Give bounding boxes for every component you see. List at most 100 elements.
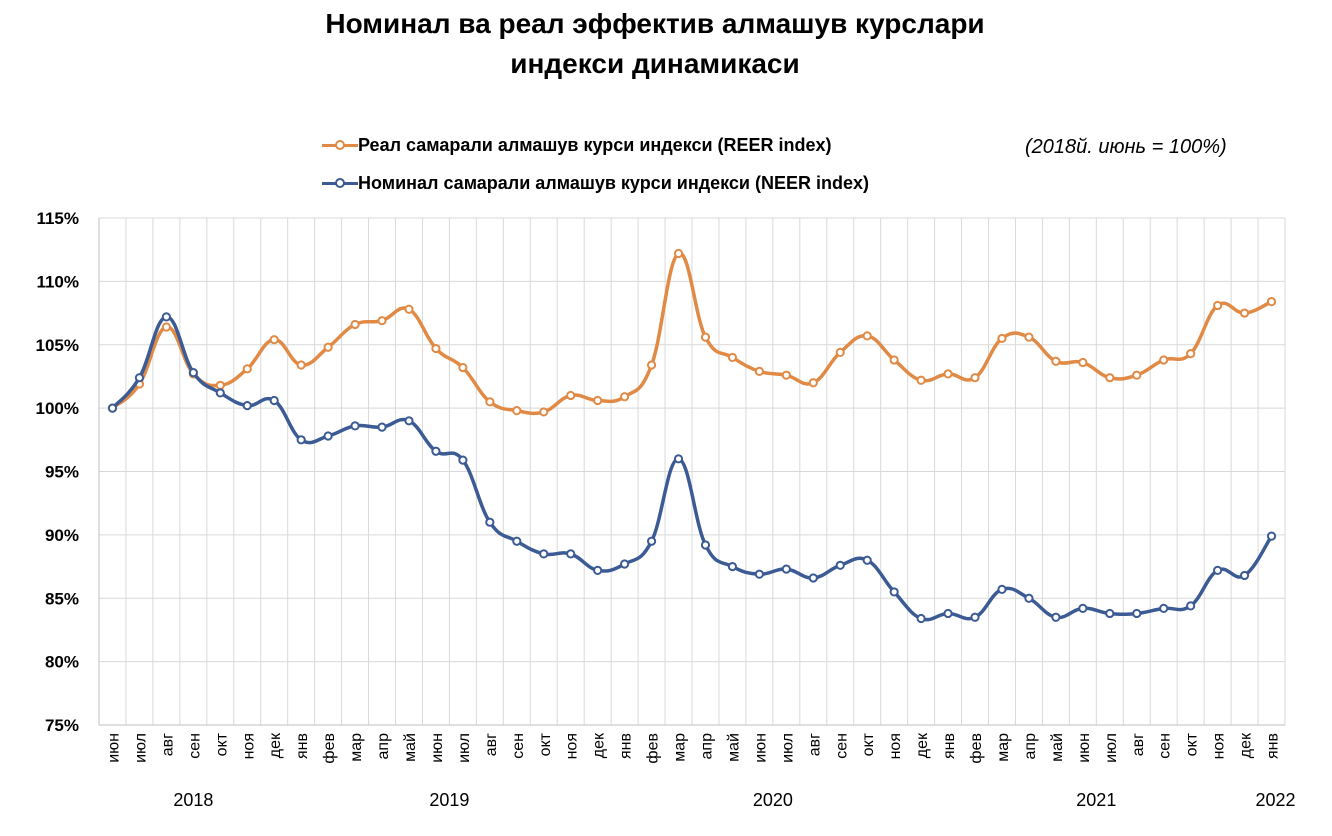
legend-label-reer: Реал самарали алмашув курси индекси (REE…	[358, 134, 832, 155]
data-point-reer	[242, 364, 252, 374]
data-point-reer	[458, 362, 468, 373]
y-tick-label: 115%	[36, 209, 79, 228]
x-tick-label: апр	[698, 733, 715, 760]
x-tick-label: июн	[1076, 733, 1093, 763]
data-point-reer	[377, 316, 387, 326]
data-point-reer	[673, 248, 684, 259]
data-point-reer	[1132, 370, 1142, 380]
data-point-reer	[566, 390, 576, 401]
x-tick-label: фев	[645, 733, 662, 764]
data-point-neer	[350, 421, 360, 431]
y-tick-label: 85%	[45, 589, 79, 608]
x-year-label: 2020	[753, 790, 793, 810]
data-point-reer	[835, 347, 845, 357]
x-axis: июн июл авг сен окт ноя дек янв фев мар апр май июн и…	[105, 732, 1295, 810]
x-tick-label: авг	[483, 733, 500, 756]
data-point-neer	[673, 454, 684, 464]
data-point-reer	[215, 380, 225, 390]
data-point-neer	[242, 400, 252, 411]
x-tick-label: июл	[779, 733, 796, 763]
y-tick-label: 80%	[45, 653, 79, 672]
data-point-neer	[754, 569, 764, 579]
base-note: (2018й. июнь = 100%)	[1025, 136, 1227, 158]
data-point-neer	[781, 564, 791, 574]
data-point-neer	[1159, 603, 1169, 613]
data-point-reer	[1186, 349, 1196, 359]
data-point-neer	[134, 373, 145, 383]
data-point-neer	[566, 549, 576, 559]
x-tick-label: ноя	[240, 733, 257, 759]
x-tick-label: авг	[1130, 733, 1147, 756]
x-tick-label: окт	[1184, 732, 1201, 756]
data-point-neer	[916, 613, 926, 624]
data-point-reer	[161, 322, 171, 332]
data-point-neer	[431, 446, 441, 456]
data-point-reer	[862, 331, 872, 341]
data-point-neer	[970, 612, 980, 622]
x-year-label: 2019	[429, 790, 469, 810]
data-point-reer	[943, 369, 953, 379]
x-tick-label: июл	[1103, 733, 1120, 763]
legend-label-neer: Номинал самарали алмашув курси индекси (…	[358, 172, 869, 193]
data-point-reer	[1051, 356, 1061, 366]
x-tick-label: июн	[429, 733, 446, 763]
x-year-label: 2021	[1076, 790, 1116, 810]
x-tick-label: ноя	[564, 733, 581, 759]
x-tick-label: май	[402, 733, 419, 762]
data-point-neer	[377, 422, 387, 432]
data-point-neer	[1051, 612, 1061, 622]
data-point-reer	[485, 397, 495, 407]
y-tick-label: 105%	[36, 336, 79, 355]
x-tick-label: дек	[914, 732, 931, 758]
data-point-neer	[269, 395, 279, 406]
x-tick-label: дек	[267, 732, 284, 758]
x-tick-label: апр	[1022, 733, 1039, 760]
legend-swatch-neer	[322, 176, 358, 190]
x-tick-label: янв	[941, 733, 958, 759]
x-tick-label: май	[1049, 733, 1066, 762]
data-point-reer	[539, 407, 549, 417]
y-tick-label: 95%	[45, 463, 79, 482]
legend-item-neer: Номинал самарали алмашув курси индекси (…	[322, 164, 869, 202]
data-point-reer	[323, 342, 333, 352]
data-point-reer	[727, 352, 738, 363]
data-point-neer	[593, 565, 603, 575]
data-point-reer	[808, 378, 818, 388]
data-point-neer	[323, 431, 333, 441]
data-point-neer	[700, 540, 711, 550]
data-point-neer	[646, 536, 657, 546]
data-point-neer	[1239, 570, 1250, 581]
series-reer	[107, 248, 1277, 417]
data-point-reer	[269, 335, 279, 345]
data-point-neer	[862, 555, 872, 565]
chart-title-line-2: индекси динамикаси	[510, 48, 800, 79]
x-tick-label: июн	[752, 733, 769, 763]
data-point-neer	[997, 584, 1007, 594]
data-point-reer	[997, 333, 1007, 344]
data-point-reer	[1105, 373, 1115, 383]
data-point-neer	[161, 312, 171, 322]
data-point-neer	[1024, 593, 1034, 603]
data-point-neer	[215, 388, 225, 398]
data-point-neer	[889, 587, 899, 597]
x-tick-label: дек	[591, 732, 608, 758]
data-point-reer	[1078, 357, 1088, 368]
data-point-reer	[296, 360, 306, 370]
x-tick-label: июн	[105, 733, 122, 763]
y-tick-label: 90%	[45, 526, 79, 545]
data-point-reer	[916, 375, 926, 385]
x-tick-label: фев	[321, 733, 338, 764]
x-tick-label: июл	[456, 733, 473, 763]
data-point-neer	[539, 549, 549, 559]
data-point-neer	[296, 435, 306, 445]
x-year-label: 2022	[1255, 790, 1295, 810]
x-tick-label: мар	[672, 733, 689, 762]
x-tick-label: янв	[294, 733, 311, 759]
data-point-reer	[1213, 300, 1223, 311]
data-point-reer	[754, 366, 764, 376]
y-tick-label: 110%	[36, 272, 79, 291]
x-tick-label: янв	[1265, 733, 1282, 759]
series-neer	[107, 312, 1277, 624]
